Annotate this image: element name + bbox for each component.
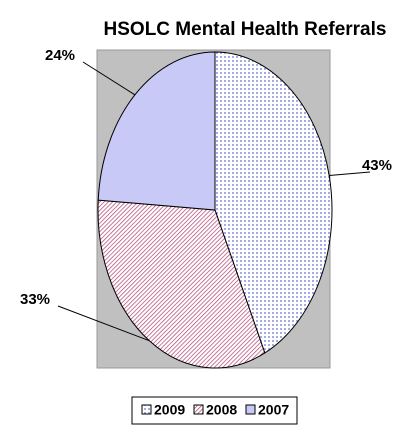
pie-slice bbox=[214, 51, 333, 354]
pie-slice bbox=[97, 51, 216, 211]
leader-line bbox=[82, 61, 136, 96]
legend-label: 2007 bbox=[258, 402, 289, 418]
legend-swatch bbox=[245, 404, 256, 415]
leader-line bbox=[329, 171, 371, 177]
legend-swatch bbox=[141, 404, 152, 415]
chart-title: HSOLC Mental Health Referrals bbox=[104, 19, 387, 40]
legend-label: 2008 bbox=[206, 402, 237, 418]
leader-line bbox=[57, 305, 150, 342]
legend bbox=[131, 396, 298, 425]
data-label: 33% bbox=[20, 291, 50, 308]
legend-swatch bbox=[193, 404, 204, 415]
legend-label: 2009 bbox=[154, 402, 185, 418]
data-label: 24% bbox=[45, 47, 75, 64]
data-label: 43% bbox=[362, 157, 392, 174]
